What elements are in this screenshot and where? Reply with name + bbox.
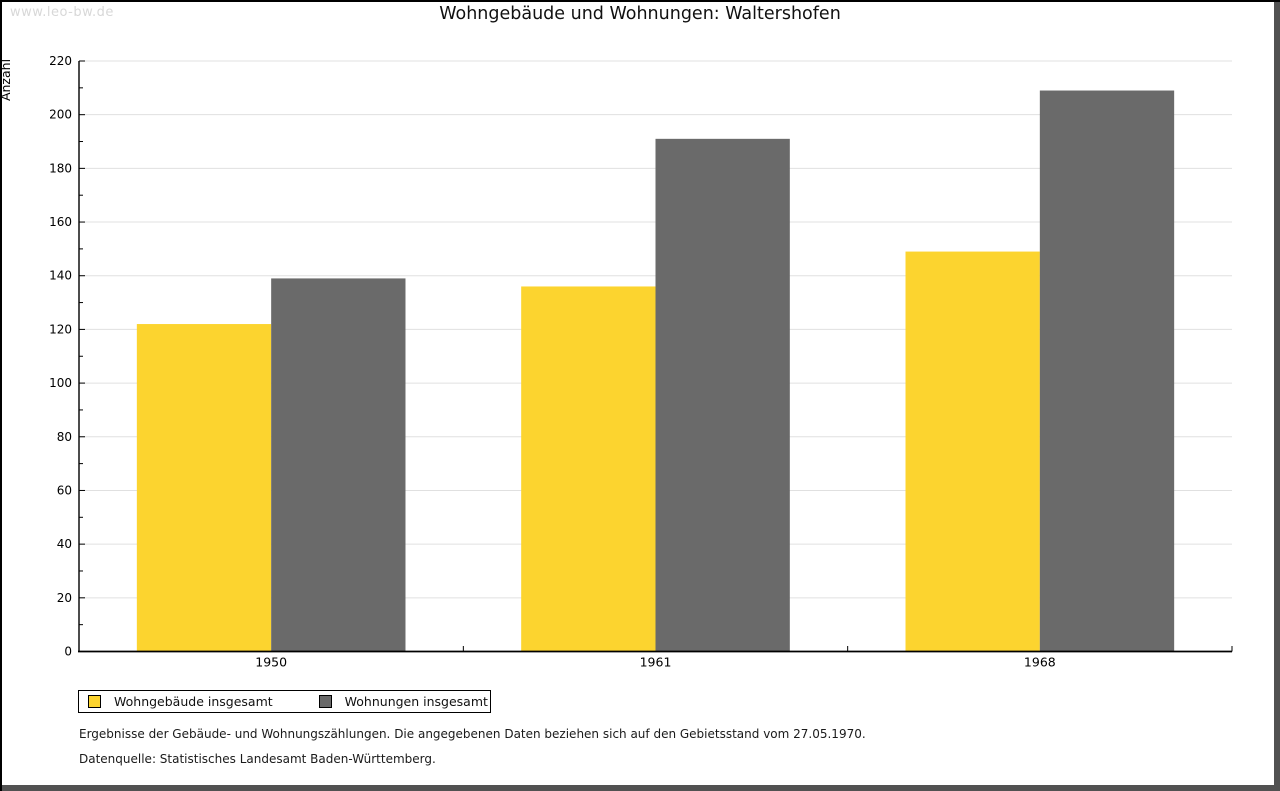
y-tick-label: 0 — [64, 645, 72, 659]
watermark: www.leo-bw.de — [10, 5, 114, 20]
y-tick-label: 120 — [49, 322, 72, 336]
legend-label: Wohnungen insgesamt — [344, 694, 488, 709]
legend-swatch-gray — [318, 695, 332, 708]
y-tick-label: 60 — [57, 483, 72, 497]
y-tick-label: 140 — [49, 269, 72, 283]
legend-entry-wohnungen: Wohnungen insgesamt — [318, 694, 488, 709]
y-tick-label: 180 — [49, 161, 72, 175]
legend-label: Wohngebäude insgesamt — [114, 694, 273, 709]
legend-box: Wohngebäude insgesamt Wohnungen insgesam… — [78, 690, 491, 713]
footnote-datenquelle: Datenquelle: Statistisches Landesamt Bad… — [79, 752, 436, 766]
x-tick-label: 1950 — [255, 655, 287, 670]
x-tick-label: 1968 — [1024, 655, 1056, 670]
y-tick-label: 220 — [49, 54, 72, 68]
y-tick-label: 100 — [49, 376, 72, 390]
bar-1968-series0 — [905, 251, 1040, 652]
page-title: Wohngebäude und Wohnungen: Waltershofen — [439, 4, 841, 24]
legend-entry-wohngebaeude: Wohngebäude insgesamt — [88, 694, 273, 709]
legend-swatch-yellow — [88, 695, 101, 708]
bar-1961-series1 — [655, 138, 790, 652]
bar-1950-series0 — [136, 324, 272, 652]
bar-1968-series1 — [1039, 90, 1175, 652]
bar-chart: 1950 1961 1968 0 20 40 60 80 100 120 140 160 180 200 2… — [0, 54, 1233, 670]
y-tick-label: 160 — [49, 215, 72, 229]
y-tick-label: 80 — [57, 430, 72, 444]
y-tick-label: 200 — [49, 108, 72, 122]
y-axis-title: Anzahl — [0, 59, 13, 101]
x-tick-label: 1961 — [640, 655, 672, 670]
bar-1950-series1 — [271, 278, 406, 652]
bar-1961-series0 — [521, 286, 656, 652]
y-tick-label: 40 — [57, 537, 72, 551]
footnote-gebietsstand: Ergebnisse der Gebäude- und Wohnungszähl… — [79, 727, 866, 741]
y-tick-label: 20 — [57, 591, 72, 605]
